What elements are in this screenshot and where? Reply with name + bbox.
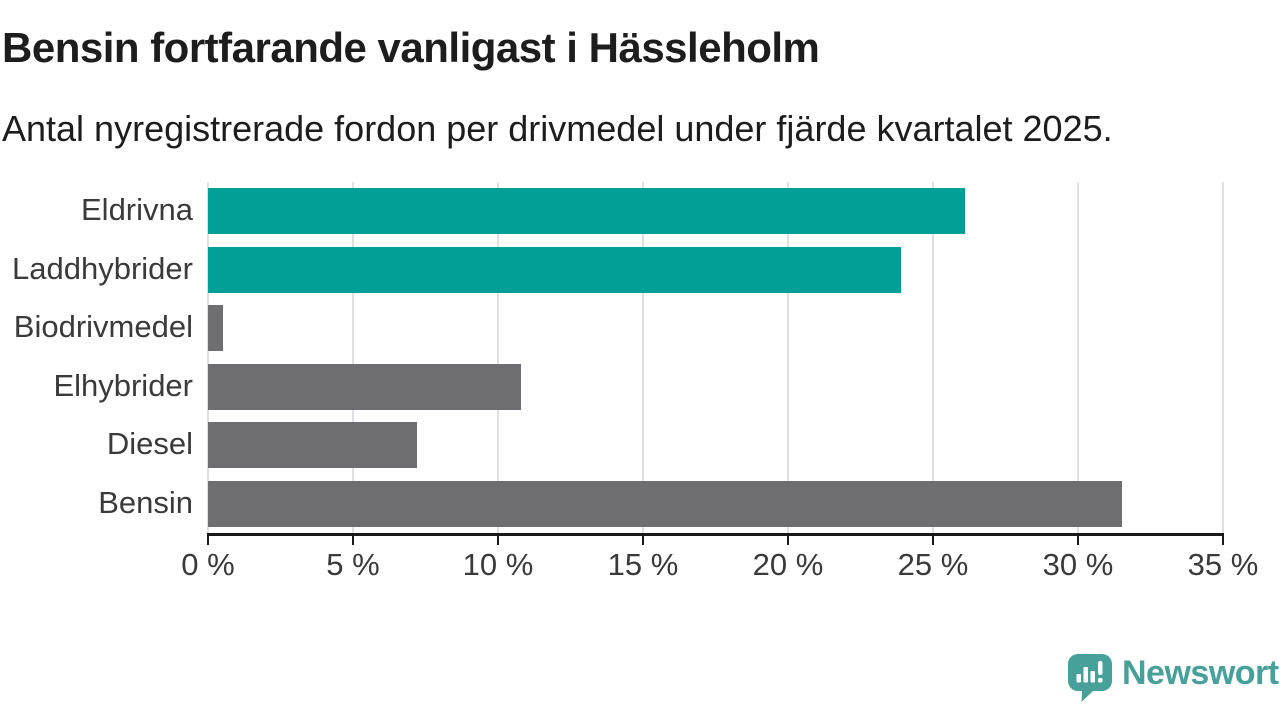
y-axis-label-eldrivna: Eldrivna [81,192,193,227]
x-axis-tick [642,536,644,545]
logo-mini-bars [1076,661,1103,683]
bar-laddhybrider [208,246,902,293]
gridline [207,182,209,533]
x-axis-tick-label: 25 % [897,547,969,582]
logo-exclamation-stem [1098,661,1103,675]
y-axis-label-biodrivmedel: Biodrivmedel [13,309,193,344]
x-axis-tick [497,536,499,545]
gridline [1077,182,1079,533]
x-axis-tick [207,536,209,545]
x-axis-tick-label: 5 % [326,547,380,582]
bar-biodrivmedel [208,305,223,351]
bar-elhybrider [208,363,522,410]
x-axis-tick-label: 20 % [752,547,824,582]
gridline [497,182,499,533]
x-axis-tick-label: 35 % [1187,547,1259,582]
gridline [787,182,789,533]
y-axis-label-diesel: Diesel [106,426,193,461]
gridline [932,182,934,533]
bar-eldrivna [208,188,965,234]
x-axis-tick [1222,536,1224,545]
x-axis-tick [932,536,934,545]
gridline [352,182,354,533]
x-axis-tick-label: 30 % [1042,547,1114,582]
gridline [642,182,644,533]
newsworthy-wordmark: Newsworthy [1122,654,1280,692]
x-axis-tick-label: 0 % [181,547,235,582]
y-axis-label-laddhybrider: Laddhybrider [12,250,193,286]
x-axis-line [207,533,1224,536]
x-axis-tick-label: 10 % [462,547,534,582]
x-axis-tick-label: 15 % [607,547,679,582]
newsworthy-speech-bubble-icon [1068,654,1112,702]
bar-bensin [208,480,1122,527]
y-axis-label-bensin: Bensin [98,484,193,520]
gridline [1222,182,1224,533]
logo-exclamation-dot [1098,678,1103,683]
x-axis-tick [787,536,789,545]
newsworthy-logo: Newsworthy [1068,654,1280,702]
chart-title: Bensin fortfarande vanligast i Hässlehol… [2,24,820,71]
x-axis-tick [1077,536,1079,545]
chart-subtitle: Antal nyregistrerade fordon per drivmede… [2,108,1113,149]
bar-diesel [208,422,417,468]
y-axis-label-elhybrider: Elhybrider [53,367,193,403]
x-axis-tick [352,536,354,545]
